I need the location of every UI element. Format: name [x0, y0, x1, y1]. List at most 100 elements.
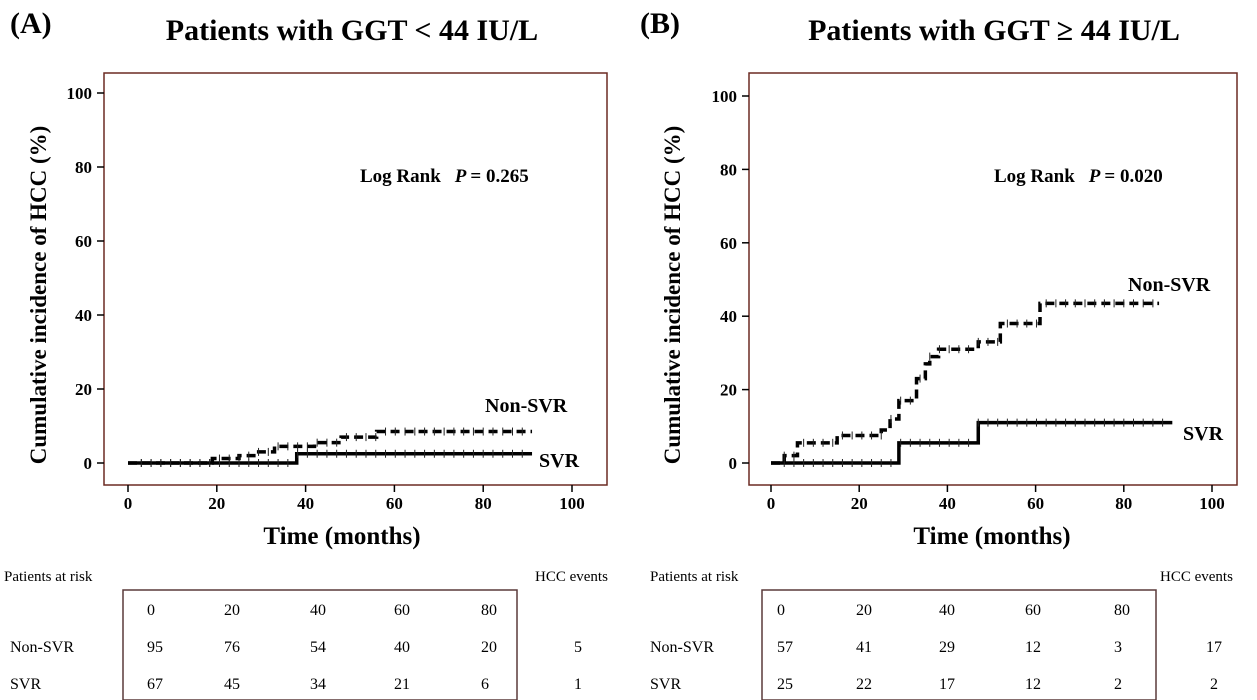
- y-tick-label: 100: [67, 84, 93, 103]
- risk-value: 34: [310, 676, 326, 693]
- chart-title: Patients with GGT ≥ 44 IU/L: [808, 14, 1180, 47]
- risk-value: 21: [394, 676, 410, 693]
- risk-table: Patients at risk HCC events 0 20 40 60 80 Non…: [650, 569, 1233, 700]
- risk-table: Patients at risk HCC events 0 20 40 60 80 Non…: [4, 569, 608, 700]
- series-label-non-svr: Non-SVR: [1128, 274, 1211, 296]
- p-value: = 0.265: [470, 166, 528, 187]
- events-header: HCC events: [535, 569, 608, 585]
- x-tick-label: 80: [475, 494, 492, 513]
- risk-time-label: 60: [394, 602, 410, 619]
- p-value: = 0.020: [1104, 166, 1162, 187]
- panel-a: (A) Patients with GGT < 44 IU/L Time (mo…: [4, 7, 608, 700]
- log-rank-label: Log Rank: [994, 166, 1075, 187]
- x-tick-label: 60: [1027, 494, 1044, 513]
- risk-table-header: Patients at risk: [650, 569, 739, 585]
- x-tick-label: 60: [386, 494, 403, 513]
- risk-value: 20: [481, 639, 497, 656]
- censor-marks: [140, 427, 523, 467]
- censor-marks: [140, 449, 523, 467]
- plot-frame: [748, 72, 1238, 486]
- risk-row-label: SVR: [650, 676, 681, 693]
- series-label-svr: SVR: [539, 450, 580, 472]
- hcc-events-value: 2: [1210, 676, 1218, 693]
- risk-time-label: 40: [939, 602, 955, 619]
- p-symbol: P: [454, 166, 467, 187]
- risk-value: 41: [856, 639, 872, 656]
- y-tick-label: 40: [720, 307, 737, 326]
- risk-value: 57: [777, 639, 793, 656]
- x-tick-label: 20: [851, 494, 868, 513]
- y-tick-label: 0: [729, 454, 738, 473]
- risk-table-box: [761, 589, 1157, 700]
- y-tick-label: 60: [720, 234, 737, 253]
- risk-value: 12: [1025, 639, 1041, 656]
- hcc-events-value: 17: [1206, 639, 1222, 656]
- risk-time-label: 0: [147, 602, 155, 619]
- risk-time-label: 80: [1114, 602, 1130, 619]
- hcc-events-value: 5: [574, 639, 582, 656]
- log-rank-annotation: Log Rank P = 0.265: [360, 166, 529, 187]
- risk-value: 29: [939, 639, 955, 656]
- series-label-svr: SVR: [1183, 423, 1224, 445]
- series-label-non-svr: Non-SVR: [485, 395, 568, 417]
- p-symbol: P: [1088, 166, 1101, 187]
- y-tick-label: 20: [720, 381, 737, 400]
- risk-value: 17: [939, 676, 955, 693]
- y-tick-label: 60: [75, 232, 92, 251]
- plot-area: 0 20 40 60 80 100 0 20 40 60 80 100: [712, 72, 1238, 513]
- x-tick-label: 40: [297, 494, 314, 513]
- y-tick-label: 100: [712, 87, 738, 106]
- log-rank-annotation: Log Rank P = 0.020: [994, 166, 1163, 187]
- risk-value: 95: [147, 639, 163, 656]
- series-line-svr: [128, 452, 533, 465]
- y-tick-label: 0: [84, 454, 93, 473]
- risk-value: 3: [1114, 639, 1122, 656]
- risk-value: 22: [856, 676, 872, 693]
- risk-time-label: 80: [481, 602, 497, 619]
- y-axis-label: Cumulative incidence of HCC (%): [26, 126, 51, 465]
- risk-table-box: [122, 589, 518, 700]
- x-tick-label: 100: [559, 494, 585, 513]
- y-tick-label: 80: [75, 158, 92, 177]
- risk-time-label: 60: [1025, 602, 1041, 619]
- risk-value: 40: [394, 639, 410, 656]
- panel-label: (A): [10, 7, 52, 40]
- hcc-events-value: 1: [574, 676, 582, 693]
- panel-label: (B): [640, 7, 680, 40]
- risk-value: 12: [1025, 676, 1041, 693]
- chart-title: Patients with GGT < 44 IU/L: [166, 14, 538, 47]
- risk-row-label: Non-SVR: [10, 639, 74, 656]
- censor-marks: [783, 299, 1154, 460]
- risk-time-label: 20: [224, 602, 240, 619]
- series-labels: Non-SVR SVR: [1128, 274, 1224, 445]
- x-tick-label: 0: [124, 494, 133, 513]
- risk-value: 6: [481, 676, 489, 693]
- x-tick-label: 80: [1115, 494, 1132, 513]
- risk-table-header: Patients at risk: [4, 569, 93, 585]
- risk-time-label: 40: [310, 602, 326, 619]
- x-tick-label: 20: [208, 494, 225, 513]
- plot-frame: [103, 72, 608, 486]
- x-axis-label: Time (months): [263, 523, 420, 550]
- series-line-svr: [771, 420, 1173, 465]
- risk-time-label: 0: [777, 602, 785, 619]
- risk-value: 54: [310, 639, 326, 656]
- risk-row-label: SVR: [10, 676, 41, 693]
- y-axis-label: Cumulative incidence of HCC (%): [660, 126, 685, 465]
- risk-row-label: Non-SVR: [650, 639, 714, 656]
- plot-area: 0 20 40 60 80 100 0 20 40 60 80 100: [67, 72, 608, 513]
- log-rank-label: Log Rank: [360, 166, 441, 187]
- y-tick-label: 80: [720, 160, 737, 179]
- risk-value: 45: [224, 676, 240, 693]
- panel-b: (B) Patients with GGT ≥ 44 IU/L Time (mo…: [640, 7, 1238, 700]
- risk-time-label: 20: [856, 602, 872, 619]
- x-tick-label: 0: [767, 494, 776, 513]
- series-line-non-svr: [771, 301, 1160, 465]
- y-tick-label: 20: [75, 380, 92, 399]
- risk-value: 67: [147, 676, 163, 693]
- censor-marks: [783, 418, 1164, 467]
- events-header: HCC events: [1160, 569, 1233, 585]
- x-tick-label: 100: [1199, 494, 1225, 513]
- y-tick-label: 40: [75, 306, 92, 325]
